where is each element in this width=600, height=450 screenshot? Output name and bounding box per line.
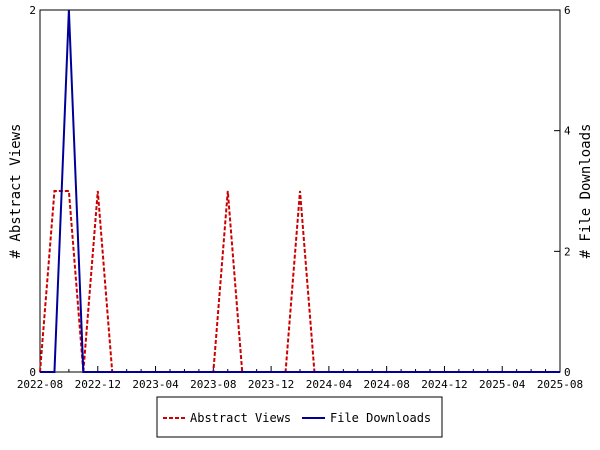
legend-label-abstract-views: Abstract Views bbox=[190, 411, 291, 425]
x-tick-label: 2024-08 bbox=[363, 378, 409, 391]
x-tick-label: 2023-08 bbox=[190, 378, 236, 391]
right-tick-label: 4 bbox=[564, 125, 571, 138]
left-tick-label: 0 bbox=[29, 366, 36, 379]
right-axis-title: # File Downloads bbox=[578, 124, 594, 259]
x-tick-label: 2023-12 bbox=[248, 378, 294, 391]
legend-box bbox=[156, 396, 443, 438]
x-tick-label: 2022-08 bbox=[17, 378, 63, 391]
x-tick-label: 2023-04 bbox=[132, 378, 179, 391]
series-line-file-downloads bbox=[40, 9, 560, 373]
right-tick-label: 0 bbox=[564, 366, 571, 379]
legend: Abstract Views File Downloads bbox=[156, 396, 443, 438]
left-axis-title: # Abstract Views bbox=[8, 124, 24, 259]
x-tick-label: 2022-12 bbox=[75, 378, 121, 391]
x-tick-label: 2025-08 bbox=[537, 378, 583, 391]
x-tick-label: 2024-12 bbox=[421, 378, 467, 391]
left-tick-label: 2 bbox=[29, 4, 36, 17]
right-tick-label: 6 bbox=[564, 4, 571, 17]
right-tick-label: 2 bbox=[564, 245, 571, 258]
legend-label-file-downloads: File Downloads bbox=[330, 411, 431, 425]
x-tick-label: 2024-04 bbox=[306, 378, 353, 391]
x-tick-label: 2025-04 bbox=[479, 378, 526, 391]
